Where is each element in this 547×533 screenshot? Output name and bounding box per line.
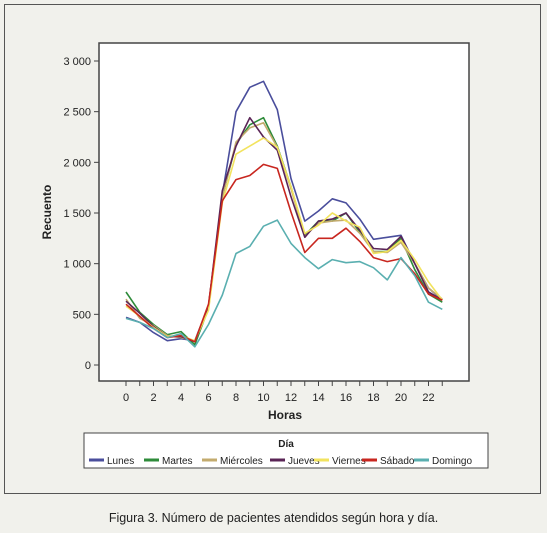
x-axis: 0 2 4 6 8 10 12 14 16 18 20 22: [123, 381, 443, 404]
y-tick-label: 500: [73, 309, 91, 321]
x-tick-label: 4: [178, 392, 184, 404]
x-tick-label: 20: [395, 392, 407, 404]
series-line-domingo: [125, 219, 443, 348]
x-tick-label: 2: [150, 392, 156, 404]
legend-label-jueves: Jueves: [288, 456, 320, 467]
plot-area: [98, 42, 470, 382]
x-axis-label: Horas: [268, 408, 302, 422]
y-axis: 0 500 1 000 1 500 2 000 2 500 3 000: [63, 56, 99, 372]
legend-title: Día: [278, 439, 294, 450]
legend-items: Lunes Martes Miércoles Jueves Viernes Sábado D…: [89, 456, 472, 467]
legend-label-miercoles: Miércoles: [220, 456, 263, 467]
legend: Día Lunes Martes Miércoles Jueves Viernes Sáb…: [83, 432, 489, 469]
x-tick-label: 22: [422, 392, 434, 404]
y-tick-label: 3 000: [63, 56, 91, 68]
legend-label-domingo: Domingo: [432, 456, 472, 467]
y-tick-label: 1 500: [63, 208, 91, 220]
y-tick-label: 0: [85, 360, 91, 372]
x-tick-label: 10: [257, 392, 269, 404]
x-tick-label: 0: [123, 392, 129, 404]
x-tick-label: 6: [205, 392, 211, 404]
figure-caption: Figura 3. Número de pacientes atendidos …: [108, 511, 439, 525]
legend-label-sabado: Sábado: [380, 456, 415, 467]
y-tick-label: 2 000: [63, 157, 91, 169]
legend-label-lunes: Lunes: [107, 456, 134, 467]
y-tick-label: 1 000: [63, 259, 91, 271]
series-line-lunes: [125, 80, 443, 342]
x-tick-label: 16: [340, 392, 352, 404]
y-tick-label: 2 500: [63, 107, 91, 119]
figure-frame: 0 500 1 000 1 500 2 000 2 500 3 000 0 2 4 6 8 10 12 1…: [4, 4, 541, 494]
x-tick-label: 18: [367, 392, 379, 404]
legend-box: [83, 432, 489, 469]
x-tick-label: 8: [233, 392, 239, 404]
line-chart: 0 500 1 000 1 500 2 000 2 500 3 000 0 2 4 6 8 10 12 1…: [40, 42, 489, 469]
y-axis-label: Recuento: [40, 185, 54, 240]
legend-label-viernes: Viernes: [332, 456, 366, 467]
x-tick-label: 14: [312, 392, 324, 404]
legend-label-martes: Martes: [162, 456, 193, 467]
series-lines: [125, 80, 443, 348]
series-line-sabado: [125, 163, 443, 343]
x-tick-label: 12: [285, 392, 297, 404]
